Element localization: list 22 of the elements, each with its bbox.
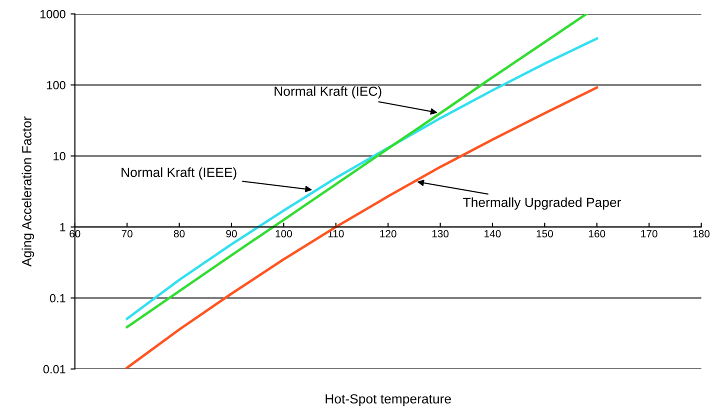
y-tick-label: 1 (60, 223, 66, 232)
y-tick-label: 1000 (40, 10, 66, 18)
annotation: Normal Kraft (IEEE) (122, 167, 236, 180)
x-tick-label: 140 (484, 230, 501, 238)
y-tick-label: 0.01 (43, 365, 66, 374)
annotation: Normal Kraft (IEC) (274, 86, 382, 99)
x-tick-label: 120 (380, 230, 396, 238)
x-tick-label: 160 (588, 230, 606, 238)
x-tick-label: 170 (641, 230, 658, 238)
y-tick-label: 0.1 (50, 294, 66, 302)
x-tick-label: 100 (276, 230, 292, 238)
x-tick-label: 70 (122, 230, 132, 238)
y-axis-title: Aging Acceleration Factor (22, 116, 34, 267)
y-tick-label: 10 (54, 152, 66, 160)
y-tick-label: 100 (47, 80, 66, 90)
x-tick-label: 90 (226, 230, 237, 238)
x-tick-label: 130 (432, 230, 449, 238)
x-tick-label: 150 (536, 230, 553, 238)
x-tick-label: 180 (693, 230, 710, 238)
x-axis-title: Hot-Spot temperature (326, 394, 451, 406)
x-tick-label: 80 (174, 230, 185, 238)
annotation: Thermally Upgraded Paper (463, 197, 621, 210)
